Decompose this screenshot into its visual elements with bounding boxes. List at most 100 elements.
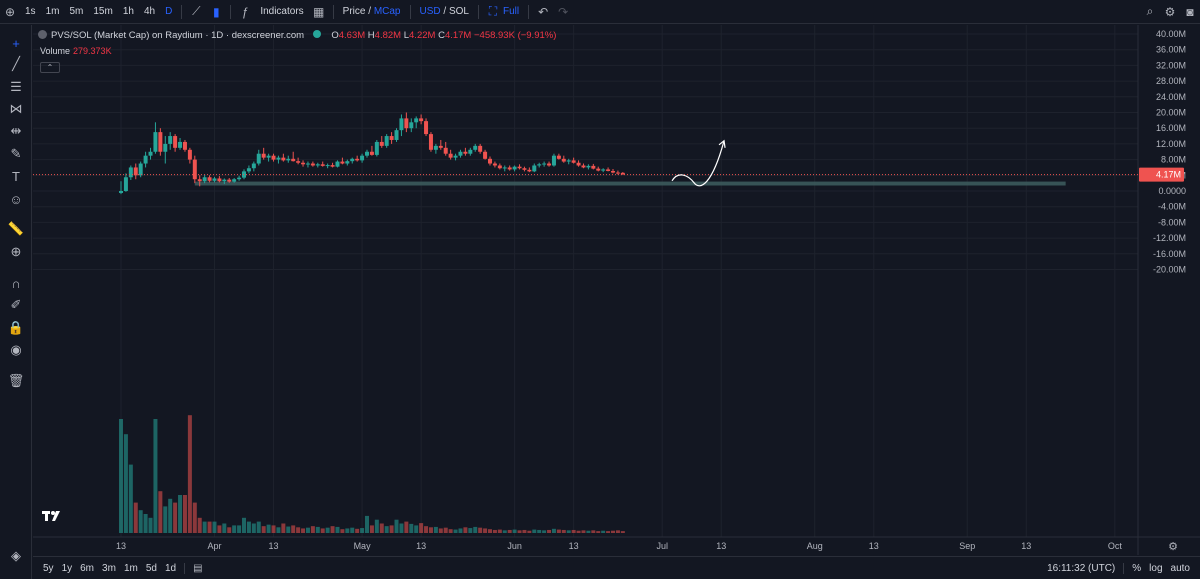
volume-bar	[379, 523, 384, 533]
full-button[interactable]: Full	[502, 5, 520, 17]
volume-bar	[256, 521, 261, 533]
x-tick-label: Oct	[1108, 541, 1123, 551]
crosshair-icon[interactable]: +	[12, 35, 20, 51]
x-tick-label: May	[354, 541, 372, 551]
candle-body	[611, 170, 615, 173]
volume-bar	[178, 495, 183, 533]
candle-body	[571, 160, 576, 163]
candle-body	[448, 153, 453, 158]
candle-body	[251, 163, 256, 169]
clock-display[interactable]: 16:11:32 (UTC)	[1047, 562, 1116, 574]
text-icon[interactable]: T	[12, 168, 20, 184]
volume-bar	[483, 528, 488, 533]
candle-body	[537, 164, 542, 166]
projection-arrow-head	[718, 139, 726, 148]
volume-bar	[428, 527, 433, 533]
candle-body	[128, 167, 133, 178]
volume-bar	[615, 530, 620, 533]
candle-body	[237, 177, 242, 180]
volume-bar	[443, 527, 448, 533]
search-icon[interactable]: ⌕	[1146, 4, 1154, 18]
interval-1h[interactable]: 1h	[122, 5, 134, 17]
interval-d[interactable]: D	[165, 5, 173, 17]
volume-bar	[192, 502, 197, 533]
range-5d[interactable]: 5d	[145, 562, 157, 574]
camera-icon[interactable]: ◙	[1186, 4, 1194, 19]
candle-body	[542, 163, 547, 165]
interval-1s[interactable]: 1s	[25, 5, 36, 17]
volume-bar	[242, 517, 246, 533]
top-toolbar: ⊕ 1s 1m 5m 15m 1h 4h D ⟋ ▮ ƒ Indicators …	[0, 0, 1200, 24]
candle-body	[271, 155, 276, 160]
brush-icon[interactable]: ✎	[10, 146, 22, 161]
undo-icon[interactable]: ↶	[538, 4, 549, 19]
interval-4h[interactable]: 4h	[143, 5, 156, 17]
trendline-icon[interactable]: ╱	[12, 56, 20, 71]
high-key: H	[367, 30, 375, 41]
volume-bar	[571, 529, 576, 533]
trash-icon[interactable]: 🗑	[7, 373, 25, 388]
layers-icon[interactable]: ◈	[11, 548, 21, 563]
layout-grid-icon[interactable]: ▦	[313, 4, 325, 19]
indicators-button[interactable]: Indicators	[260, 5, 304, 17]
candle-body	[414, 118, 419, 123]
lock-drawing-icon[interactable]: ✐	[10, 297, 22, 312]
magnet-icon[interactable]: ∩	[11, 275, 21, 291]
candle-body	[468, 149, 473, 154]
divider	[477, 4, 479, 19]
y-tick-label: -8.00M	[1158, 217, 1186, 227]
volume-bar	[606, 531, 611, 533]
forecast-icon[interactable]: ⇹	[10, 123, 22, 138]
candle-body	[591, 165, 596, 169]
candle-body	[325, 165, 330, 167]
settings-gear-icon[interactable]: ⚙	[1164, 4, 1176, 19]
volume-bar	[360, 528, 365, 533]
percent-toggle[interactable]: %	[1123, 562, 1145, 574]
volume-bar	[271, 525, 276, 533]
candle-body	[305, 163, 310, 165]
pattern-icon[interactable]: ⋈	[9, 101, 23, 116]
candle-body	[399, 118, 404, 131]
interval-1m[interactable]: 1m	[45, 5, 60, 17]
currency-toggle[interactable]: USD / SOL	[419, 5, 469, 17]
mcap-label: MCap	[373, 5, 401, 17]
ruler-icon[interactable]: 📏	[7, 221, 25, 236]
emoji-icon[interactable]: ☺	[9, 191, 23, 207]
range-6m[interactable]: 6m	[80, 562, 95, 574]
y-tick-label: 36.00M	[1156, 45, 1186, 55]
range-5y[interactable]: 5y	[43, 562, 54, 574]
axis-settings-gear-icon[interactable]: ⚙	[1168, 540, 1178, 553]
range-1m[interactable]: 1m	[123, 562, 138, 574]
lock-icon[interactable]: 🔒	[7, 320, 25, 335]
interval-15m[interactable]: 15m	[93, 5, 113, 17]
date-range-icon[interactable]: ▤	[184, 562, 206, 574]
range-3m[interactable]: 3m	[102, 562, 116, 574]
indicators-icon[interactable]: ƒ	[241, 4, 249, 19]
volume-bar	[212, 521, 217, 533]
candle-body	[178, 141, 183, 148]
fullscreen-icon[interactable]: ⛶	[488, 4, 498, 18]
candle-body	[596, 168, 601, 171]
candle-body	[522, 168, 527, 170]
candlestick-chart[interactable]: 40.00M 36.00M 32.00M 28.00M 24.00M 20.00M 16.0…	[33, 25, 1200, 555]
candle-body	[182, 141, 187, 150]
log-toggle[interactable]: log	[1149, 562, 1163, 574]
redo-icon[interactable]: ↷	[558, 4, 569, 19]
interval-5m[interactable]: 5m	[69, 5, 84, 17]
volume-bar	[246, 521, 251, 533]
eye-icon[interactable]: ◉	[10, 342, 22, 357]
line-chart-icon[interactable]: ⟋	[192, 4, 201, 18]
volume-bar	[433, 526, 438, 533]
add-symbol-icon[interactable]: ⊕	[4, 4, 16, 19]
range-1d[interactable]: 1d	[164, 562, 177, 574]
auto-toggle[interactable]: auto	[1170, 562, 1190, 574]
fib-retracement-icon[interactable]: ☰	[10, 79, 22, 94]
range-1y[interactable]: 1y	[61, 562, 73, 574]
legend-collapse-button[interactable]: ⌃	[40, 62, 60, 73]
volume-bar	[517, 530, 522, 533]
candle-body	[281, 157, 286, 161]
candles-icon[interactable]: ▮	[213, 4, 220, 19]
candle-body	[458, 151, 463, 156]
price-toggle[interactable]: Price / MCap	[342, 5, 401, 17]
zoom-in-icon[interactable]: ⊕	[10, 244, 22, 259]
